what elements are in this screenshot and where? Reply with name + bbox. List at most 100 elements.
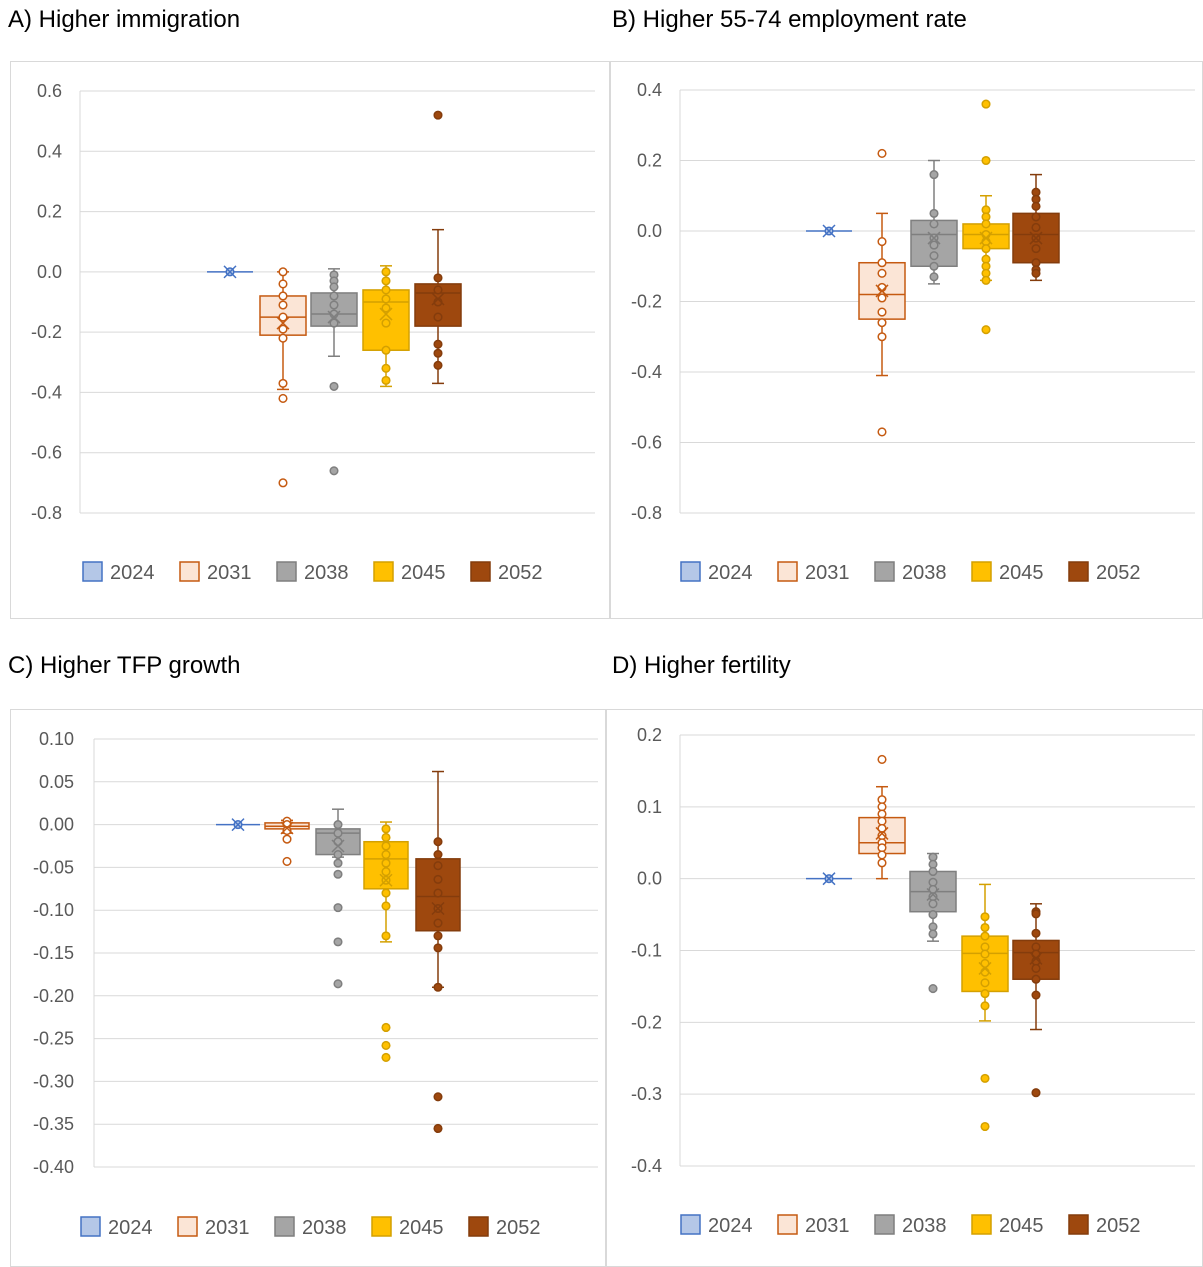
mean-marker xyxy=(327,310,341,324)
y-tick-label-c: -0.40 xyxy=(33,1157,74,1177)
legend-label-d-2052: 2052 xyxy=(1096,1215,1141,1237)
data-point xyxy=(980,978,990,988)
data-point xyxy=(381,1052,391,1062)
chart-frame-a xyxy=(10,61,610,619)
data-point xyxy=(381,267,391,277)
legend-label-a-2031: 2031 xyxy=(207,562,252,584)
data-point xyxy=(928,984,938,994)
data-point xyxy=(433,285,443,295)
data-point xyxy=(433,861,443,871)
data-point xyxy=(928,866,938,877)
mean-marker xyxy=(978,961,992,975)
data-point xyxy=(980,1073,990,1083)
mean-marker xyxy=(927,231,941,245)
y-tick-label-d: 0.0 xyxy=(637,869,662,889)
legend-label-a-2052: 2052 xyxy=(498,562,543,584)
data-point xyxy=(1031,1088,1041,1098)
legend-label-b-2031: 2031 xyxy=(805,562,850,584)
data-point xyxy=(282,834,292,844)
data-point xyxy=(433,110,443,120)
legend-label-d-2031: 2031 xyxy=(805,1215,850,1237)
data-point xyxy=(381,867,391,877)
data-point xyxy=(433,273,443,283)
legend-swatch-b-2031 xyxy=(777,561,798,582)
mean-marker xyxy=(276,316,290,330)
legend-label-d-2024: 2024 xyxy=(708,1215,753,1237)
data-point xyxy=(877,258,887,268)
data-point xyxy=(333,820,343,830)
data-point xyxy=(333,850,343,860)
data-point xyxy=(381,303,391,313)
box-b-2031 xyxy=(858,148,906,437)
box-d-2038 xyxy=(909,852,957,994)
data-point xyxy=(981,155,991,166)
legend-label-c-2024: 2024 xyxy=(108,1217,153,1239)
data-point xyxy=(333,937,343,947)
legend-swatch-b-2024 xyxy=(680,561,701,582)
data-point xyxy=(877,148,887,158)
data-point xyxy=(278,478,288,488)
data-point xyxy=(929,272,939,282)
data-point xyxy=(282,856,292,866)
data-point xyxy=(928,929,938,939)
data-point xyxy=(278,279,288,289)
mean-marker xyxy=(979,231,993,245)
y-tick-label-b: 0.0 xyxy=(637,221,662,241)
y-tick-label-d: 0.2 xyxy=(637,725,662,745)
data-point xyxy=(1031,222,1041,233)
data-point xyxy=(333,869,343,879)
box-c-2031 xyxy=(264,816,310,866)
panel-a-title: A) Higher immigration xyxy=(8,6,241,33)
data-point xyxy=(333,903,343,913)
legend-label-c-2052: 2052 xyxy=(496,1217,541,1239)
y-tick-label-c: -0.15 xyxy=(33,943,74,963)
data-point xyxy=(1031,909,1041,919)
y-tick-label-a: 0.0 xyxy=(37,262,62,282)
data-point xyxy=(381,318,391,328)
data-point xyxy=(329,381,339,391)
data-point xyxy=(980,912,990,922)
legend-label-d-2038: 2038 xyxy=(902,1215,947,1237)
box-d-2024 xyxy=(806,872,852,886)
legend-swatch-d-2038 xyxy=(874,1214,895,1235)
data-point xyxy=(329,291,339,301)
data-point xyxy=(333,979,343,989)
data-point xyxy=(433,943,443,953)
y-tick-label-b: -0.6 xyxy=(631,433,662,453)
mean-marker xyxy=(926,887,940,902)
box-c-2024 xyxy=(216,818,260,832)
data-point xyxy=(381,1022,391,1033)
legend-swatch-d-2045 xyxy=(971,1214,992,1235)
panel-d-title: D) Higher fertility xyxy=(612,652,791,679)
data-point xyxy=(278,333,288,343)
data-point xyxy=(381,931,391,941)
y-tick-label-d: -0.1 xyxy=(631,941,662,961)
data-point xyxy=(928,910,938,920)
legend-swatch-c-2038 xyxy=(274,1216,295,1237)
data-point xyxy=(381,824,391,834)
y-tick-label-c: -0.05 xyxy=(33,857,74,877)
data-point xyxy=(1031,990,1041,1000)
data-point xyxy=(381,345,391,355)
y-tick-label-c: -0.35 xyxy=(33,1114,74,1134)
mean-marker xyxy=(1029,231,1043,245)
data-point xyxy=(282,826,292,836)
data-point xyxy=(877,858,887,868)
box-a-2024 xyxy=(207,265,253,279)
data-point xyxy=(929,170,939,180)
y-tick-label-d: -0.2 xyxy=(631,1012,662,1032)
data-point xyxy=(981,244,991,254)
data-point xyxy=(381,841,391,851)
data-point xyxy=(329,466,339,476)
box-d-2045 xyxy=(961,883,1009,1132)
data-point xyxy=(278,267,288,277)
data-point xyxy=(381,294,391,304)
y-tick-label-a: 0.4 xyxy=(37,141,62,161)
data-point xyxy=(877,307,887,317)
legend-label-b-2045: 2045 xyxy=(999,562,1044,584)
data-point xyxy=(278,393,288,404)
data-point xyxy=(1031,201,1041,211)
data-point xyxy=(433,339,443,349)
data-point xyxy=(877,427,887,437)
box-b-2045 xyxy=(962,99,1010,335)
